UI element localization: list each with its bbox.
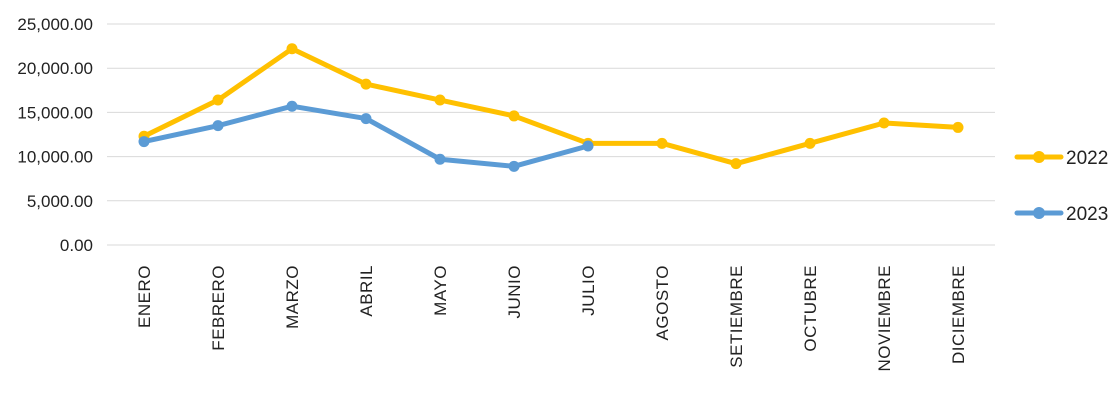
legend-label: 2022 [1066, 148, 1108, 169]
data-point [212, 94, 224, 106]
data-point [212, 120, 224, 132]
y-tick-label: 0.00 [60, 236, 93, 255]
series-line [141, 46, 961, 167]
data-point [360, 78, 372, 90]
data-point [878, 117, 890, 129]
x-tick-label: AGOSTO [653, 265, 672, 340]
data-point [656, 137, 668, 149]
x-tick-label: OCTUBRE [801, 265, 820, 352]
series-2022 [138, 43, 964, 170]
x-tick-label: ABRIL [357, 265, 376, 317]
data-point [286, 100, 298, 112]
x-tick-label: JUNIO [505, 265, 524, 319]
x-tick-label: MAYO [431, 265, 450, 316]
x-axis-ticks: ENERO FEBRERO MARZO ABRIL MAYO JUNIO JULIO AGOS… [135, 265, 968, 372]
data-point [138, 136, 150, 148]
data-point [508, 160, 520, 172]
x-tick-label: NOVIEMBRE [875, 265, 894, 372]
gridlines [107, 23, 995, 246]
data-point [434, 94, 446, 106]
legend-item: 2022 [1014, 148, 1108, 169]
data-point [434, 153, 446, 165]
data-point [360, 113, 372, 125]
y-tick-label: 15,000.00 [17, 103, 93, 122]
x-tick-label: JULIO [579, 265, 598, 316]
data-point [582, 140, 594, 152]
data-point [804, 137, 816, 149]
legend-marker [1033, 207, 1045, 219]
legend: 2022 2023 [1014, 148, 1108, 225]
x-tick-label: SETIEMBRE [727, 265, 746, 368]
y-axis-ticks: 0.00 5,000.00 10,000.00 15,000.00 20,000.00 2… [17, 15, 93, 255]
x-tick-label: ENERO [135, 265, 154, 328]
y-tick-label: 10,000.00 [17, 148, 93, 167]
y-tick-label: 25,000.00 [17, 15, 93, 34]
series-2023 [138, 100, 594, 172]
y-tick-label: 5,000.00 [27, 192, 93, 211]
series-lines [138, 43, 964, 172]
legend-marker [1033, 151, 1045, 163]
legend-item: 2023 [1014, 204, 1108, 225]
data-point [286, 43, 298, 55]
y-tick-label: 20,000.00 [17, 59, 93, 78]
x-tick-label: MARZO [283, 265, 302, 329]
data-point [508, 110, 520, 122]
data-point [952, 121, 964, 133]
legend-label: 2023 [1066, 204, 1108, 225]
x-tick-label: FEBRERO [209, 265, 228, 351]
x-tick-label: DICIEMBRE [949, 265, 968, 364]
data-point [730, 158, 742, 170]
